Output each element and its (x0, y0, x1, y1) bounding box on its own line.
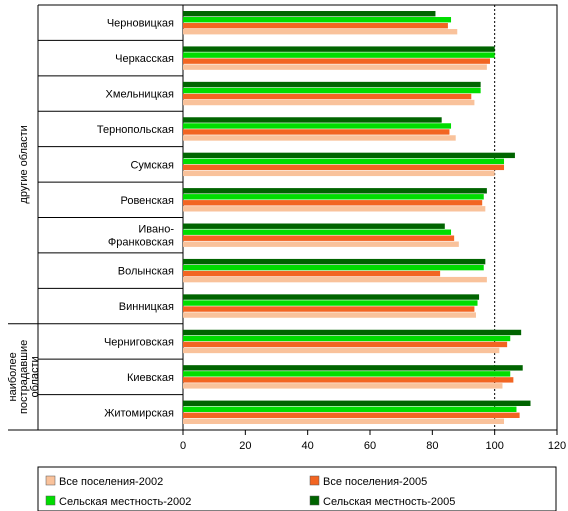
legend-label: Все поселения-2002 (59, 476, 163, 488)
bar (183, 123, 452, 129)
bar (183, 312, 476, 318)
bar (183, 23, 448, 29)
bar (183, 129, 450, 135)
x-tick-label: 80 (426, 440, 438, 452)
bar (183, 276, 487, 283)
category-label: Ровенская (120, 195, 174, 207)
x-tick-label: 100 (485, 440, 503, 452)
category-label: Житомирская (104, 407, 174, 419)
legend-label: Все поселения-2005 (323, 476, 427, 488)
bar (183, 188, 487, 194)
bar (183, 365, 523, 371)
bar (183, 52, 495, 58)
bar (183, 412, 520, 418)
legend-label: Сельская местность-2005 (323, 496, 455, 508)
legend: Все поселения-2002 Все поселения-2005 Сель… (37, 466, 557, 511)
category-label: Сумская (130, 159, 174, 171)
bar (183, 294, 480, 300)
category-label: Ивано- (138, 224, 174, 236)
category-label: Тернопольская (97, 124, 174, 136)
bar (183, 235, 455, 241)
category-label: Франковская (108, 237, 174, 249)
bar (183, 200, 483, 206)
legend-swatch (309, 495, 320, 506)
category-label: Киевская (127, 372, 174, 384)
x-tick-label: 20 (239, 440, 251, 452)
bar (183, 377, 514, 383)
bar (183, 400, 531, 406)
category-label: Волынская (118, 266, 174, 278)
legend-label: Сельская местность-2002 (59, 496, 191, 508)
bar (183, 223, 445, 229)
bar (183, 64, 487, 70)
bar (183, 17, 452, 23)
bar (183, 46, 495, 52)
group-label: пострадавшие (18, 340, 30, 414)
category-label: Черниговская (104, 336, 174, 348)
bar (183, 258, 486, 265)
bar (183, 81, 481, 88)
x-tick-label: 40 (302, 440, 314, 452)
bar (183, 206, 486, 212)
group-label: наиболее (7, 352, 19, 401)
bar (183, 99, 475, 106)
legend-swatch (45, 495, 56, 506)
bar (183, 93, 472, 100)
bar (183, 371, 511, 377)
bar (183, 383, 503, 389)
group-label: другие области (18, 125, 30, 203)
bar (183, 306, 475, 312)
bar (183, 229, 452, 235)
bar (183, 29, 458, 35)
category-label: Хмельницкая (106, 89, 174, 101)
x-tick-label: 0 (180, 440, 186, 452)
bar (183, 11, 436, 17)
x-tick-label: 120 (548, 440, 566, 452)
category-label: Черновицкая (107, 18, 174, 30)
group-label: области (29, 356, 41, 397)
bar (183, 341, 508, 348)
bar (183, 241, 459, 247)
legend-frame (37, 466, 557, 511)
bar (183, 135, 456, 141)
bar (183, 406, 517, 412)
bar (183, 418, 505, 424)
bar (183, 87, 481, 94)
bar (183, 170, 495, 177)
bar (183, 329, 522, 336)
bar (183, 347, 500, 354)
bar (183, 152, 515, 159)
bar (183, 300, 478, 306)
bar (183, 58, 490, 64)
bar (183, 164, 505, 171)
plot-area: Черновицкая Черкасская Хмельницкая Тернопол… (7, 4, 566, 452)
x-tick-label: 60 (364, 440, 376, 452)
category-label: Винницкая (119, 301, 174, 313)
legend-swatch (309, 475, 320, 486)
bar (183, 270, 441, 277)
bar (183, 264, 484, 271)
bar (183, 194, 484, 200)
bar (183, 158, 505, 165)
category-label: Черкасская (115, 53, 174, 65)
bar (183, 117, 442, 123)
bar (183, 335, 511, 342)
legend-swatch (45, 475, 56, 486)
